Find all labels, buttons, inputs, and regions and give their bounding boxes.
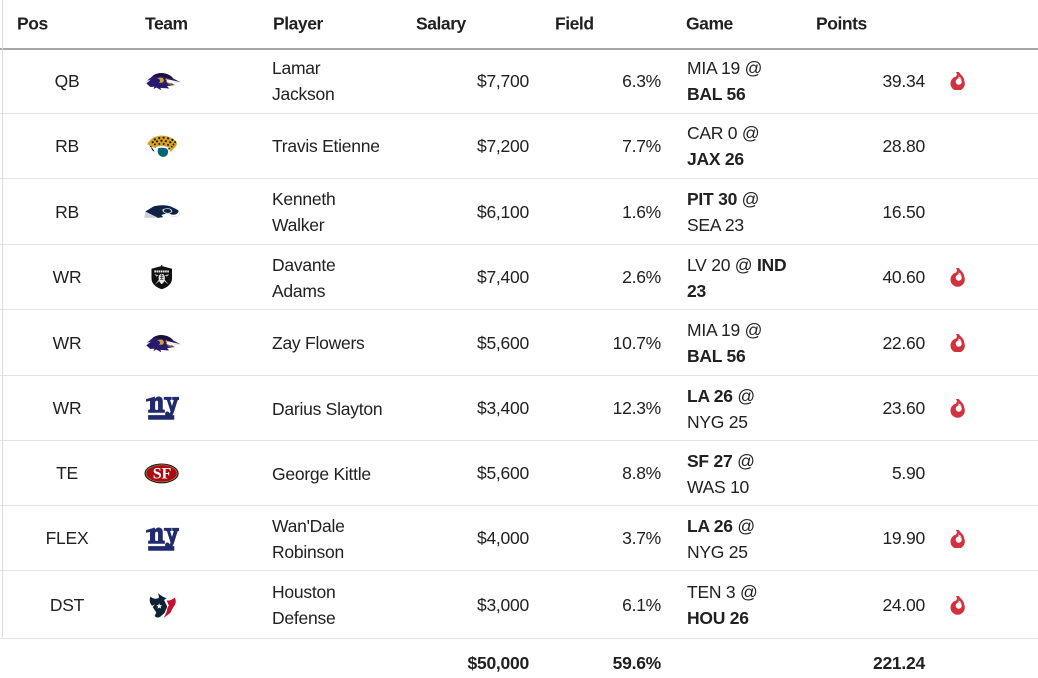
svg-text:SF: SF (153, 466, 171, 483)
